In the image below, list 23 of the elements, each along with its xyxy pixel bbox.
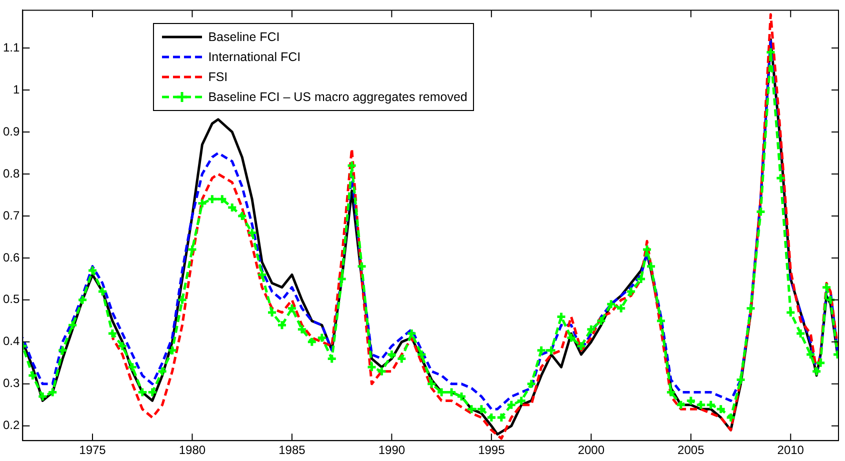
x-tick-label: 1990	[378, 443, 406, 458]
y-tick-label: 0.7	[2, 208, 20, 222]
y-tick-label: 0.9	[2, 124, 20, 138]
x-tick-label: 1985	[278, 443, 306, 458]
x-tick-label: 2000	[578, 443, 605, 458]
legend-label: Baseline FCI	[208, 30, 280, 44]
y-tick-label: 1	[12, 82, 20, 96]
x-tick-label: 2010	[777, 443, 804, 458]
y-tick-label: 0.6	[2, 250, 20, 264]
legend-label: FSI	[208, 70, 228, 84]
x-tick-label: 1975	[79, 443, 106, 458]
legend-label: International FCI	[208, 50, 301, 64]
x-tick-label: 2005	[678, 443, 705, 458]
y-tick-label: 1.1	[2, 40, 20, 54]
y-tick-label: 0.2	[2, 418, 20, 432]
x-tick-label: 1980	[178, 443, 206, 458]
legend-label: Baseline FCI – US macro aggregates removed	[208, 90, 468, 104]
line-series	[111, 13, 838, 440]
y-tick-label: 0.4	[2, 334, 20, 348]
x-tick-label: 1995	[478, 443, 506, 458]
y-tick-label: 0.8	[2, 166, 20, 180]
y-tick-label: 0.3	[2, 376, 20, 390]
y-tick-label: 0.5	[2, 292, 20, 306]
